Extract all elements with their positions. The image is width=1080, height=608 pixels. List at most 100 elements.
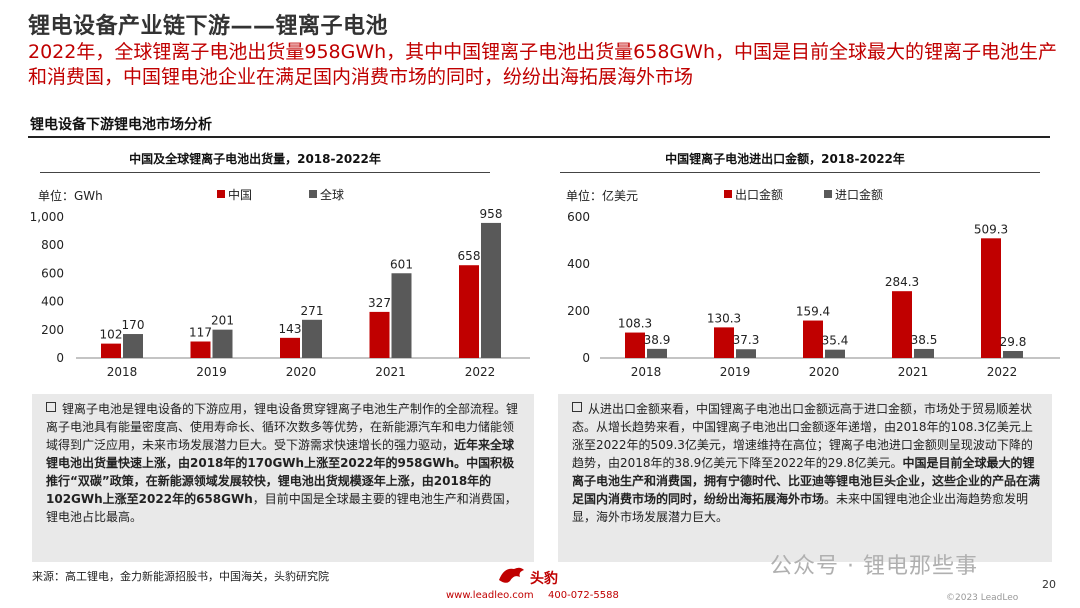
brand-name: 头豹 xyxy=(530,571,558,587)
chart1-data-label: 658 xyxy=(458,249,481,263)
chart1-unit-label: 单位：GWh xyxy=(38,188,103,203)
chart1-bar xyxy=(123,334,143,358)
chart1-x-tick-label: 2018 xyxy=(107,365,138,379)
chart2-import-export: 单位：亿美元 出口金额 进口金额 0 200 400 600 2018 2019 2020… xyxy=(566,187,1060,379)
chart1-x-axis: 2018 2019 2020 2021 2022 xyxy=(107,365,496,379)
chart2-legend-swatch-export xyxy=(724,190,732,198)
chart2-legend-label-import: 进口金额 xyxy=(835,187,883,202)
section-title: 锂电设备下游锂电池市场分析 xyxy=(30,117,212,133)
chart1-bar xyxy=(212,329,233,358)
left-text-part1: 锂离子电池是锂电设备的下游应用，锂电设备贯穿锂离子电池生产制作的全部流程。锂离子… xyxy=(46,402,519,452)
chart2-title-rule xyxy=(560,172,1040,173)
chart1-bar xyxy=(302,319,322,358)
chart1-y-tick-label: 400 xyxy=(41,295,64,309)
page-title: 锂电设备产业链下游——锂离子电池 xyxy=(28,14,389,39)
chart2-legend-swatch-import xyxy=(824,190,832,198)
chart2-y-tick-label: 200 xyxy=(567,304,590,318)
chart1-bar xyxy=(280,337,300,358)
chart2-bar xyxy=(825,349,845,358)
chart2-x-tick-label: 2019 xyxy=(720,365,751,379)
chart1-legend-label-china: 中国 xyxy=(228,187,252,202)
source-note: 来源：高工锂电，金力新能源招股书，中国海关，头豹研究院 xyxy=(32,570,329,583)
chart2-x-tick-label: 2021 xyxy=(898,365,929,379)
chart2-data-label: 35.4 xyxy=(822,334,849,348)
analysis-text-box-left: 锂离子电池是锂电设备的下游应用，锂电设备贯穿锂离子电池生产制作的全部流程。锂离子… xyxy=(32,394,534,562)
chart2-bar xyxy=(647,348,667,358)
chart1-bar xyxy=(481,222,501,358)
leopard-logo-icon xyxy=(499,567,524,583)
left-text-part2: ，目前中国是全球最主要的锂电池生产和消费国，锂电池占比最高。 xyxy=(46,492,517,524)
chart2-bar xyxy=(803,320,823,358)
chart1-x-tick-label: 2019 xyxy=(196,365,227,379)
chart2-legend-label-export: 出口金额 xyxy=(735,187,783,202)
chart2-bar xyxy=(1003,350,1023,358)
chart1-y-tick-label: 1,000 xyxy=(30,210,64,224)
chart1-x-tick-label: 2020 xyxy=(286,365,317,379)
chart1-bar xyxy=(459,265,479,358)
chart2-data-label: 38.9 xyxy=(644,333,671,347)
chart1-title-rule xyxy=(40,172,490,173)
chart2-bar xyxy=(714,327,734,358)
right-text-bold: 中国是目前全球最大的锂离子电池生产和消费国，拥有宁德时代、比亚迪等锂电池巨头企业… xyxy=(572,456,1041,506)
chart2-x-tick-label: 2020 xyxy=(809,365,840,379)
copyright: ©2023 LeadLeo xyxy=(946,593,1019,603)
square-bullet-icon xyxy=(572,402,582,412)
chart2-bar xyxy=(892,291,912,358)
right-text-part2: 。未来中国锂电池企业出海趋势愈发明显，海外市场发展潜力巨大。 xyxy=(572,492,1029,524)
chart1-x-tick-label: 2021 xyxy=(375,365,406,379)
chart2-unit-label: 单位：亿美元 xyxy=(566,188,638,203)
chart2-y-tick-label: 600 xyxy=(567,210,590,224)
chart1-legend-swatch-global xyxy=(309,190,317,198)
chart1-y-tick-label: 800 xyxy=(41,238,64,252)
chart2-legend: 出口金额 进口金额 xyxy=(724,187,883,202)
right-text-part1: 从进出口金额来看，中国锂离子电池出口金额远高于进口金额，市场处于贸易顺差状态。从… xyxy=(572,402,1033,470)
chart2-y-tick-label: 400 xyxy=(567,257,590,271)
chart2-y-tick-label: 0 xyxy=(582,351,590,365)
chart2-x-axis: 2018 2019 2020 2021 2022 xyxy=(631,365,1018,379)
analysis-text-box-right: 从进出口金额来看，中国锂离子电池出口金额远高于进口金额，市场处于贸易顺差状态。从… xyxy=(558,394,1052,562)
chart2-y-axis: 0 200 400 600 xyxy=(567,210,590,365)
chart1-bar xyxy=(101,343,121,358)
chart1-bar xyxy=(391,273,412,358)
wechat-watermark: 公众号 · 锂电那些事 xyxy=(770,554,978,579)
chart1-bar xyxy=(190,341,211,358)
chart1-data-label: 102 xyxy=(100,328,123,342)
chart1-legend-swatch-china xyxy=(217,190,225,198)
square-bullet-icon xyxy=(46,402,56,412)
chart1-y-tick-label: 600 xyxy=(41,266,64,280)
chart2-title: 中国锂离子电池进出口金额，2018-2022年 xyxy=(665,152,905,166)
chart1-legend: 中国 全球 xyxy=(217,187,344,202)
chart1-data-label: 143 xyxy=(279,322,302,336)
chart2-bars: 108.3 38.9 130.3 37.3 159.4 35.4 284.3 38.5 509.… xyxy=(618,222,1026,358)
chart2-x-tick-label: 2018 xyxy=(631,365,662,379)
chart2-bar xyxy=(914,348,934,358)
chart2-data-label: 130.3 xyxy=(707,311,741,325)
chart1-data-label: 201 xyxy=(211,314,234,328)
chart1-data-label: 327 xyxy=(368,296,391,310)
chart2-bar xyxy=(981,238,1001,358)
chart1-data-label: 601 xyxy=(390,257,413,271)
page-subtitle: 2022年，全球锂离子电池出货量958GWh，其中中国锂离子电池出货量658GW… xyxy=(28,41,1057,88)
chart2-x-tick-label: 2022 xyxy=(987,365,1018,379)
chart2-data-label: 159.4 xyxy=(796,305,830,319)
chart2-data-label: 38.5 xyxy=(911,333,938,347)
chart1-legend-label-global: 全球 xyxy=(320,187,344,202)
chart2-bar xyxy=(625,332,645,358)
chart1-data-label: 958 xyxy=(480,207,503,221)
chart1-y-axis: 0 200 400 600 800 1,000 xyxy=(30,210,64,365)
chart2-data-label: 509.3 xyxy=(974,222,1008,236)
chart2-data-label: 108.3 xyxy=(618,317,652,331)
left-text-bold: 近年来全球锂电池出货量快速上涨，由2018年的170GWh上涨至2022年的95… xyxy=(46,438,515,506)
chart2-data-label: 37.3 xyxy=(733,333,760,347)
chart1-data-label: 117 xyxy=(189,326,212,340)
chart1-y-tick-label: 200 xyxy=(41,323,64,337)
chart2-data-label: 284.3 xyxy=(885,275,919,289)
chart1-data-label: 271 xyxy=(301,304,324,318)
chart1-data-label: 170 xyxy=(122,318,145,332)
footer-phone: 400-072-5588 xyxy=(548,590,619,601)
section-divider xyxy=(28,136,1050,138)
footer-website[interactable]: www.leadleo.com xyxy=(446,590,534,601)
chart1-bar xyxy=(369,311,390,358)
